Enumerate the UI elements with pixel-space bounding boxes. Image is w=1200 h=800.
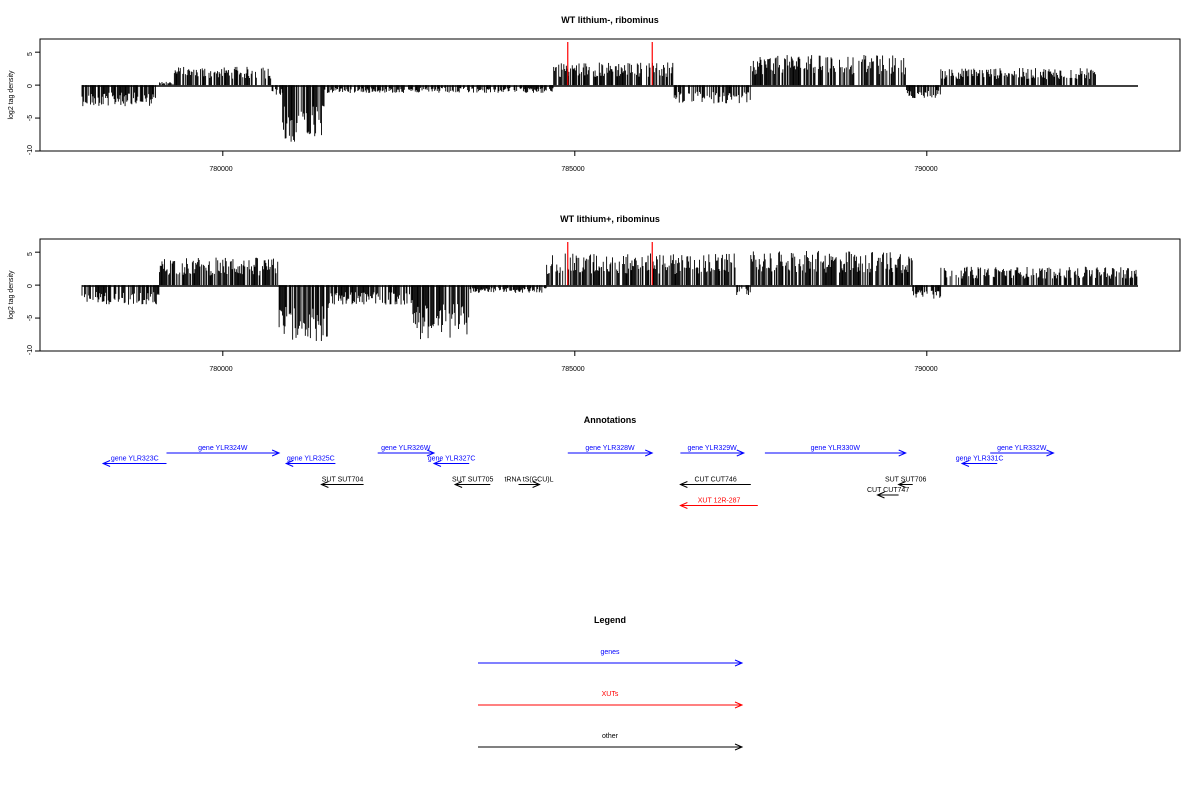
legend-label: genes bbox=[600, 649, 620, 656]
feature-label: tRNA tS(GCU)L bbox=[504, 477, 553, 484]
arrow-head bbox=[101, 460, 111, 467]
x-tick-labels: 780000 785000 790000 bbox=[209, 166, 937, 173]
arrow-head bbox=[734, 743, 744, 751]
arrow-head bbox=[876, 491, 885, 499]
feature-label: gene YLR325C bbox=[287, 456, 335, 463]
x-tick-labels: 780000 785000 790000 bbox=[209, 366, 937, 373]
arrow-head bbox=[734, 701, 744, 709]
x-tick-label: 785000 bbox=[561, 366, 584, 373]
arrow-head bbox=[897, 481, 906, 488]
arrow-head bbox=[426, 449, 436, 457]
legend-label: other bbox=[602, 733, 619, 740]
arrow-head bbox=[679, 481, 688, 488]
feature-arrows: gene YLR323C gene YLR324W gene YLR325C gene… bbox=[101, 445, 1055, 509]
feature-label: gene YLR323C bbox=[111, 456, 159, 463]
arrow-head bbox=[271, 449, 281, 457]
y-tick-label: 5 bbox=[27, 52, 34, 56]
arrow-head bbox=[734, 659, 744, 667]
y-axis-label: log2 tag density bbox=[8, 70, 15, 120]
y-tick-label: 0 bbox=[27, 284, 34, 288]
y-tick-label: -5 bbox=[27, 315, 34, 321]
arrow-head bbox=[960, 460, 970, 467]
x-tick-label: 790000 bbox=[914, 166, 937, 173]
x-tick-label: 780000 bbox=[209, 166, 232, 173]
arrow-head bbox=[532, 481, 541, 488]
density-bars bbox=[81, 250, 1138, 341]
x-axis-ticks bbox=[35, 51, 928, 156]
x-tick-label: 780000 bbox=[209, 366, 232, 373]
arrow-head bbox=[432, 460, 442, 467]
arrow-head bbox=[320, 481, 329, 488]
y-tick-label: -10 bbox=[27, 145, 34, 155]
feature-label: gene YLR332W bbox=[997, 445, 1047, 452]
y-tick-label: -10 bbox=[27, 345, 34, 355]
feature-label: gene YLR330W bbox=[811, 445, 861, 452]
y-tick-label: 5 bbox=[27, 252, 34, 256]
panel-title: WT lithium-, ribominus bbox=[561, 15, 659, 25]
panel-lithium-minus: WT lithium-, ribominus log2 tag density … bbox=[8, 15, 1181, 173]
highlight-lines bbox=[567, 242, 653, 286]
legend-title: Legend bbox=[594, 615, 626, 625]
y-tick-label: 0 bbox=[27, 84, 34, 88]
feature-label: gene YLR331C bbox=[956, 456, 1004, 463]
arrow-head bbox=[284, 460, 294, 467]
legend: Legend genes XUTs other bbox=[478, 615, 744, 751]
annotations-title: Annotations bbox=[584, 415, 637, 425]
feature-label: gene YLR328W bbox=[585, 445, 635, 452]
arrow-head bbox=[898, 449, 907, 457]
plot-frame bbox=[39, 238, 1181, 352]
feature-label: gene YLR324W bbox=[198, 445, 248, 452]
density-bars bbox=[81, 55, 1096, 142]
y-tick-labels: 5 0 -5 -10 bbox=[27, 252, 34, 355]
feature-label: SUT SUT706 bbox=[885, 477, 927, 484]
arrow-head bbox=[736, 449, 746, 457]
feature-label: CUT CUT747 bbox=[867, 487, 909, 494]
x-tick-label: 785000 bbox=[561, 166, 584, 173]
feature-label: gene YLR329W bbox=[687, 445, 737, 452]
arrow-head bbox=[645, 449, 654, 457]
y-axis-label: log2 tag density bbox=[8, 270, 15, 320]
feature-label: SUT SUT704 bbox=[322, 477, 364, 484]
feature-label: XUT 12R-287 bbox=[698, 498, 741, 505]
legend-label: XUTs bbox=[602, 691, 619, 698]
x-axis-ticks bbox=[35, 251, 928, 356]
highlight-lines bbox=[567, 42, 653, 86]
x-tick-label: 790000 bbox=[914, 366, 937, 373]
feature-label: SUT SUT705 bbox=[452, 477, 494, 484]
legend-items: genes XUTs other bbox=[478, 649, 744, 751]
y-tick-labels: 5 0 -5 -10 bbox=[27, 52, 34, 155]
plot-frame bbox=[39, 38, 1181, 152]
arrow-head bbox=[1046, 449, 1055, 457]
arrow-head bbox=[453, 481, 463, 488]
arrow-head bbox=[679, 502, 688, 509]
feature-label: CUT CUT746 bbox=[694, 477, 736, 484]
feature-label: gene YLR326W bbox=[381, 445, 431, 452]
y-tick-label: -5 bbox=[27, 115, 34, 121]
panel-title: WT lithium+, ribominus bbox=[560, 214, 660, 224]
panel-lithium-plus: WT lithium+, ribominus log2 tag density … bbox=[8, 214, 1181, 373]
feature-label: gene YLR327C bbox=[428, 456, 476, 463]
